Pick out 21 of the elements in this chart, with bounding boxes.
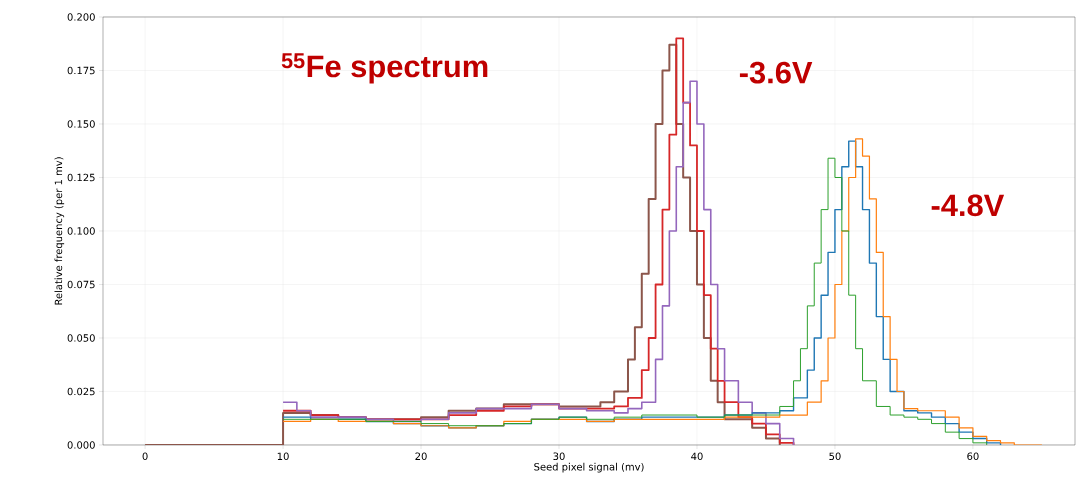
x-tick-label: 50 [829, 452, 841, 461]
y-tick-label: 0.175 [67, 66, 95, 75]
y-tick-label: 0.150 [67, 120, 95, 128]
x-axis-title: Seed pixel signal (mv) [534, 462, 644, 473]
y-tick-label: 0.075 [67, 280, 95, 289]
x-tick-label: 0 [142, 452, 148, 461]
x-tick-label: 40 [691, 452, 703, 461]
y-tick-label: 0.000 [67, 441, 95, 449]
y-tick-label: 0.100 [67, 227, 95, 235]
y-axis-title: Relative frequency (per 1 mv) [54, 157, 65, 305]
annotation: -4.8V [931, 194, 1005, 217]
y-tick-label: 0.025 [67, 387, 95, 396]
x-tick-label: 60 [967, 452, 979, 461]
annotation: $^{55}$Fe spectrum [281, 53, 488, 84]
y-tick-label: 0.125 [67, 173, 95, 182]
annotation: -3.6V [739, 61, 813, 84]
x-tick-label: 30 [553, 452, 565, 461]
y-tick-label: 0.200 [67, 13, 95, 21]
x-tick-label: 10 [277, 452, 289, 461]
x-tick-label: 20 [415, 452, 427, 461]
y-tick-label: 0.050 [67, 334, 95, 342]
